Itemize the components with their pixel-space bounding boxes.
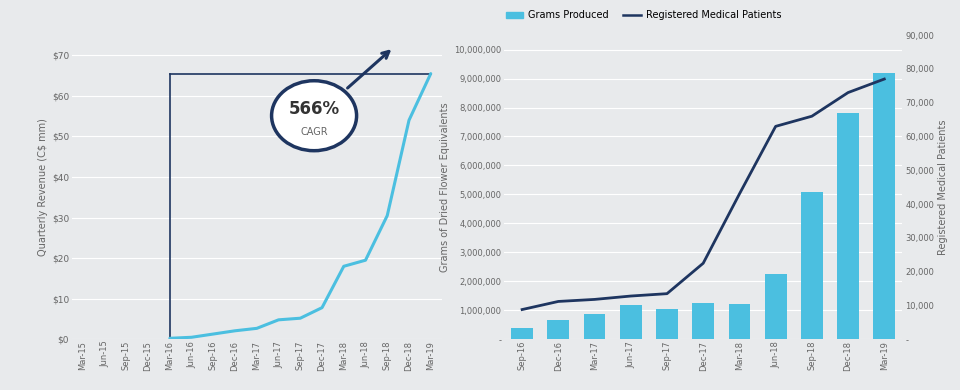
Bar — [547, 320, 569, 339]
Bar — [874, 73, 895, 339]
Bar — [765, 274, 786, 339]
Bar — [692, 303, 714, 339]
Y-axis label: Quarterly Revenue (C$ mm): Quarterly Revenue (C$ mm) — [37, 118, 48, 256]
Bar — [656, 309, 678, 339]
Text: CAGR: CAGR — [300, 126, 328, 136]
Bar — [837, 113, 859, 339]
Y-axis label: Grams of Dried Flower Equivalents: Grams of Dried Flower Equivalents — [440, 103, 450, 272]
Text: 566%: 566% — [289, 100, 340, 118]
Bar — [729, 304, 751, 339]
Circle shape — [272, 81, 356, 151]
Bar — [512, 328, 533, 339]
Y-axis label: Registered Medical Patients: Registered Medical Patients — [938, 119, 948, 255]
Bar — [584, 314, 606, 339]
Bar — [620, 305, 641, 339]
Bar — [801, 191, 823, 339]
Legend: Grams Produced, Registered Medical Patients: Grams Produced, Registered Medical Patie… — [502, 7, 785, 24]
